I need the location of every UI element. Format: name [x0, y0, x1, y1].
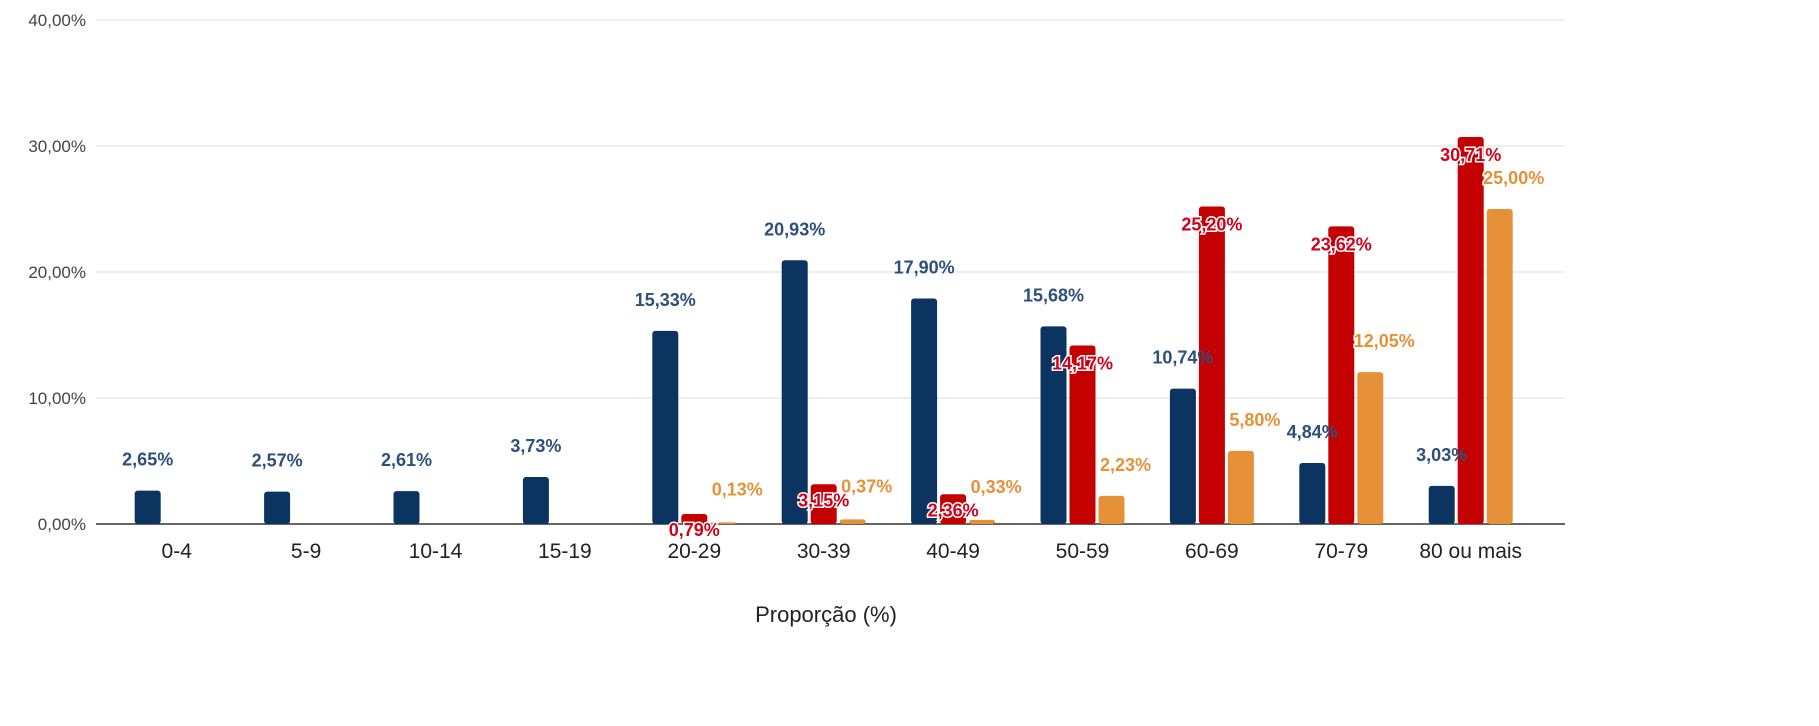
x-tick-label: 80 ou mais [1419, 540, 1522, 563]
bar [1069, 345, 1096, 524]
bar [810, 484, 837, 524]
bar [522, 477, 549, 524]
bar [1428, 485, 1455, 524]
x-tick-label: 10-14 [409, 540, 463, 563]
data-label: 15,68% [1023, 285, 1084, 305]
bar [1198, 206, 1225, 525]
data-label: 14,17% [1052, 353, 1113, 373]
x-tick-label: 0-4 [162, 540, 193, 563]
data-label: 0,13% [712, 479, 763, 499]
bar [940, 494, 967, 524]
x-tick-label: 20-29 [667, 540, 721, 563]
data-label: 2,57% [252, 451, 303, 471]
y-tick-label: 20,00% [28, 263, 86, 282]
bar [839, 519, 866, 524]
data-label: 10,74% [1152, 348, 1213, 368]
data-label: 23,62% [1311, 234, 1372, 254]
data-label: 3,15% [798, 490, 849, 510]
bar [1098, 495, 1125, 524]
bar [911, 298, 938, 524]
bar [1486, 209, 1513, 524]
data-label: 0,33% [971, 477, 1022, 497]
x-tick-label: 15-19 [538, 540, 592, 563]
x-tick-label: 60-69 [1185, 540, 1239, 563]
data-label: 0,79% [669, 520, 720, 540]
bar [1227, 450, 1254, 524]
x-tick-label: 70-79 [1314, 540, 1368, 563]
x-tick-label: 50-59 [1056, 540, 1110, 563]
data-label: 4,84% [1287, 422, 1338, 442]
bar [1457, 137, 1484, 524]
bar [1328, 226, 1355, 524]
bar [652, 330, 679, 524]
bars [134, 137, 1513, 525]
data-labels: 2,65% 2,57% 2,61% 3,73% 15,33% 20,93% 17,90% 15… [122, 144, 1546, 542]
data-label: 2,36% [928, 500, 979, 520]
y-tick-label: 30,00% [28, 137, 86, 156]
data-label: 2,65% [122, 450, 173, 470]
bar [264, 491, 291, 524]
data-label: 12,05% [1354, 331, 1415, 351]
bar [681, 514, 708, 524]
bar [710, 522, 737, 524]
data-label: 30,71% [1440, 145, 1501, 165]
y-axis-ticks: 0,00% 10,00% 20,00% 30,00% 40,00% [28, 11, 86, 534]
data-label: 15,33% [635, 290, 696, 310]
bar [781, 260, 808, 524]
data-label: 5,80% [1229, 410, 1280, 430]
x-tick-label: 30-39 [797, 540, 851, 563]
bar [393, 491, 420, 524]
y-tick-label: 0,00% [38, 515, 86, 534]
x-tick-label: 40-49 [926, 540, 980, 563]
bar [1169, 388, 1196, 524]
data-label: 20,93% [764, 219, 825, 239]
bar [1040, 326, 1067, 524]
bar [134, 490, 161, 524]
data-label: 3,73% [510, 436, 561, 456]
x-axis-title: Proporção (%) [755, 602, 897, 627]
data-label: 25,20% [1181, 214, 1242, 234]
data-label: 2,61% [381, 450, 432, 470]
data-label: 17,90% [894, 257, 955, 277]
bar [969, 519, 996, 524]
data-label: 2,23% [1100, 455, 1151, 475]
x-tick-label: 5-9 [291, 540, 321, 563]
bar [1299, 463, 1326, 524]
bar [1357, 372, 1384, 524]
x-axis-ticks: 0-4 5-9 10-14 15-19 20-29 30-39 40-49 50-59 60-6… [162, 540, 1523, 563]
y-tick-label: 40,00% [28, 11, 86, 30]
data-label: 3,03% [1416, 445, 1467, 465]
data-label: 25,00% [1483, 168, 1544, 188]
y-tick-label: 10,00% [28, 389, 86, 408]
data-label: 0,37% [841, 476, 892, 496]
